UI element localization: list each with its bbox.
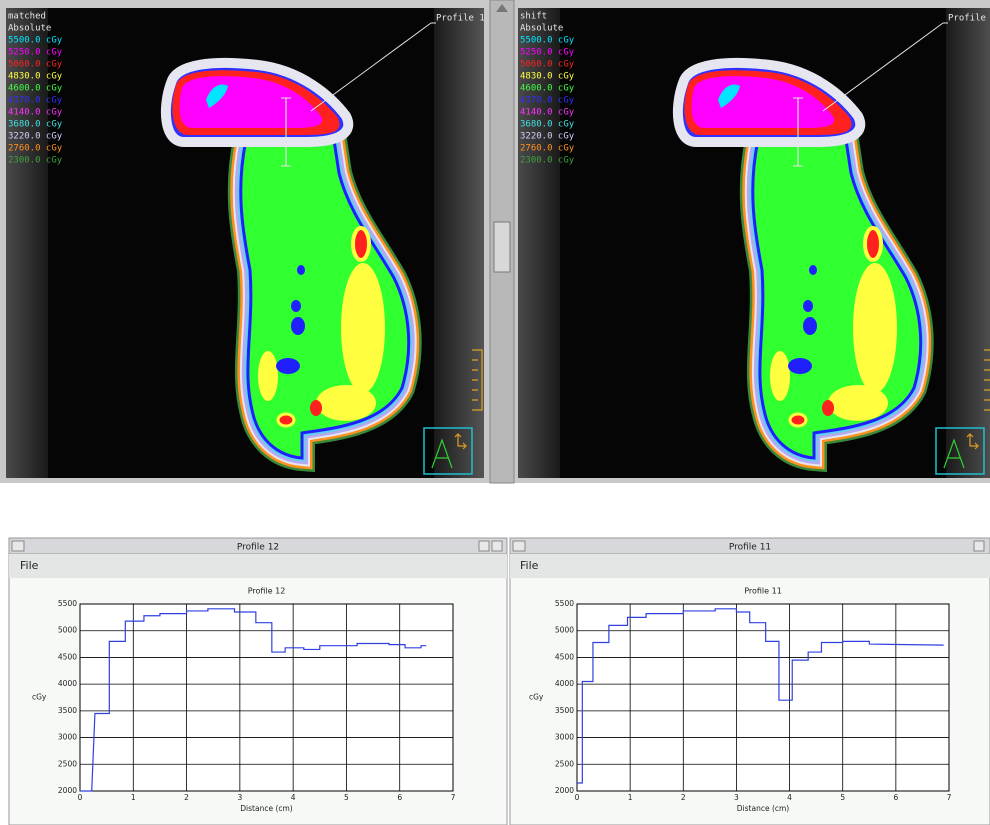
dose-view: shift Absolute 5500.0 cGy 5250.0 cGy 5060.0 … [518, 8, 990, 478]
y-tick-label: 2500 [58, 759, 77, 768]
profile-label: Profile 12 [436, 14, 490, 24]
isodose-legend: 3680.0 cGy [520, 120, 575, 130]
y-tick-label: 2000 [555, 786, 574, 795]
isodose-legend: 4140.0 cGy [8, 108, 63, 118]
y-tick-label: 5500 [555, 599, 574, 608]
x-tick-label: 4 [787, 793, 792, 802]
y-tick-label: 2500 [555, 759, 574, 768]
x-tick-label: 2 [184, 793, 189, 802]
scroll-thumb[interactable] [494, 222, 510, 272]
isodose-legend: 4830.0 cGy [8, 72, 63, 82]
x-tick-label: 4 [291, 793, 296, 802]
x-tick-label: 5 [840, 793, 845, 802]
profile-chart: 0 1 2 3 4 5 6 7 2000 2500 3000 3500 4000 4500 5000 5500… [529, 587, 952, 814]
isodose-legend: 3220.0 cGy [520, 132, 575, 142]
view-name: matched [8, 12, 46, 22]
isodose-legend: 4370.0 cGy [520, 96, 575, 106]
isodose-legend: 4370.0 cGy [8, 96, 63, 106]
y-tick-label: 4500 [555, 652, 574, 661]
window-menu-button[interactable] [12, 541, 24, 551]
window-title: Profile 11 [729, 543, 771, 553]
isodose-legend: 2300.0 cGy [520, 156, 575, 166]
x-tick-label: 7 [451, 793, 456, 802]
x-axis-label: Distance (cm) [240, 804, 293, 813]
isodose-legend: 5060.0 cGy [8, 60, 63, 70]
isodose-legend: 5250.0 cGy [520, 48, 575, 58]
dose-mode: Absolute [520, 24, 563, 34]
y-axis-label: cGy [32, 693, 47, 702]
y-tick-label: 4000 [555, 679, 574, 688]
chart-title: Profile 12 [248, 587, 286, 596]
y-tick-label: 2000 [58, 786, 77, 795]
x-tick-label: 3 [237, 793, 242, 802]
isodose-legend: 4600.0 cGy [8, 84, 63, 94]
isodose-legend: 3220.0 cGy [8, 132, 63, 142]
menu-file[interactable]: File [520, 559, 539, 572]
x-axis-label: Distance (cm) [737, 804, 790, 813]
isodose-legend: 5060.0 cGy [520, 60, 575, 70]
menu-file[interactable]: File [20, 559, 39, 572]
x-tick-label: 0 [575, 793, 580, 802]
isodose-legend: 2300.0 cGy [8, 156, 63, 166]
x-tick-label: 7 [947, 793, 952, 802]
y-tick-label: 3000 [58, 733, 77, 742]
plot-area [577, 604, 949, 791]
plot-area [80, 604, 453, 791]
y-tick-label: 4000 [58, 679, 77, 688]
y-tick-label: 5000 [555, 626, 574, 635]
x-tick-label: 5 [344, 793, 349, 802]
x-tick-label: 6 [893, 793, 898, 802]
isodose-legend: 5500.0 cGy [8, 36, 63, 46]
y-tick-label: 3500 [58, 706, 77, 715]
maximize-button[interactable] [492, 541, 502, 551]
dose-mode: Absolute [8, 24, 51, 34]
isodose-legend: 4140.0 cGy [520, 108, 575, 118]
x-tick-label: 2 [681, 793, 686, 802]
x-tick-label: 0 [78, 793, 83, 802]
isodose-legend: 4600.0 cGy [520, 84, 575, 94]
profile-chart: 0 1 2 3 4 5 6 7 2000 2500 3000 3500 4000 4500 5000 5500… [32, 587, 456, 814]
y-axis-label: cGy [529, 693, 544, 702]
y-tick-label: 5500 [58, 599, 77, 608]
isodose-legend: 5250.0 cGy [8, 48, 63, 58]
y-tick-label: 3000 [555, 733, 574, 742]
window-menu-button[interactable] [513, 541, 525, 551]
view-name: shift [520, 12, 547, 22]
isodose-legend: 3680.0 cGy [8, 120, 63, 130]
isodose-legend: 2760.0 cGy [520, 144, 575, 154]
x-tick-label: 6 [397, 793, 402, 802]
y-tick-label: 4500 [58, 652, 77, 661]
dose-view: matched Absolute 5500.0 cGy 5250.0 cGy 5060.… [6, 8, 490, 478]
isodose-legend: 5500.0 cGy [520, 36, 575, 46]
x-tick-label: 1 [131, 793, 136, 802]
screen: matched Absolute 5500.0 cGy 5250.0 cGy 5060.… [0, 0, 990, 825]
minimize-button[interactable] [974, 541, 984, 551]
window-title: Profile 12 [237, 543, 279, 553]
isodose-legend: 4830.0 cGy [520, 72, 575, 82]
x-tick-label: 1 [628, 793, 633, 802]
chart-title: Profile 11 [744, 587, 782, 596]
isodose-legend: 2760.0 cGy [8, 144, 63, 154]
x-tick-label: 3 [734, 793, 739, 802]
profile-label: Profile 11 [948, 14, 990, 24]
minimize-button[interactable] [479, 541, 489, 551]
y-tick-label: 3500 [555, 706, 574, 715]
y-tick-label: 5000 [58, 626, 77, 635]
